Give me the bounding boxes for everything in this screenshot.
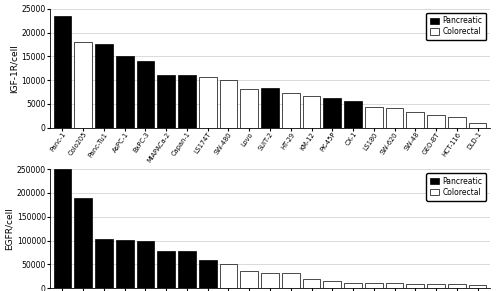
Bar [468,123,486,128]
Bar [74,42,92,128]
Bar [136,241,154,288]
Bar [220,264,238,288]
Bar [116,56,134,128]
Bar [282,273,300,288]
Bar [178,75,196,128]
Legend: Pancreatic, Colorectal: Pancreatic, Colorectal [426,173,486,200]
Bar [199,260,216,288]
Bar [54,169,72,288]
Bar [302,96,320,128]
Y-axis label: EGFR/cell: EGFR/cell [5,207,14,250]
Bar [95,45,113,128]
Bar [448,117,466,128]
Y-axis label: IGF-1R/cell: IGF-1R/cell [10,44,19,93]
Bar [365,107,382,128]
Bar [199,77,216,128]
Bar [282,93,300,128]
Bar [365,283,382,288]
Legend: Pancreatic, Colorectal: Pancreatic, Colorectal [426,13,486,40]
Bar [95,239,113,288]
Bar [386,108,404,128]
Bar [448,284,466,288]
Bar [468,285,486,288]
Bar [324,98,341,128]
Bar [427,115,445,128]
Bar [74,198,92,288]
Bar [406,284,424,288]
Bar [427,284,445,288]
Bar [386,283,404,288]
Bar [344,283,362,288]
Bar [406,112,424,128]
Bar [261,273,279,288]
Bar [240,89,258,128]
Bar [344,102,362,128]
Bar [261,88,279,128]
Bar [158,251,175,288]
Bar [116,240,134,288]
Bar [178,251,196,288]
Bar [220,80,238,128]
Bar [54,16,72,128]
Bar [240,272,258,288]
Bar [302,278,320,288]
Bar [324,281,341,288]
Bar [136,61,154,128]
Bar [158,75,175,128]
